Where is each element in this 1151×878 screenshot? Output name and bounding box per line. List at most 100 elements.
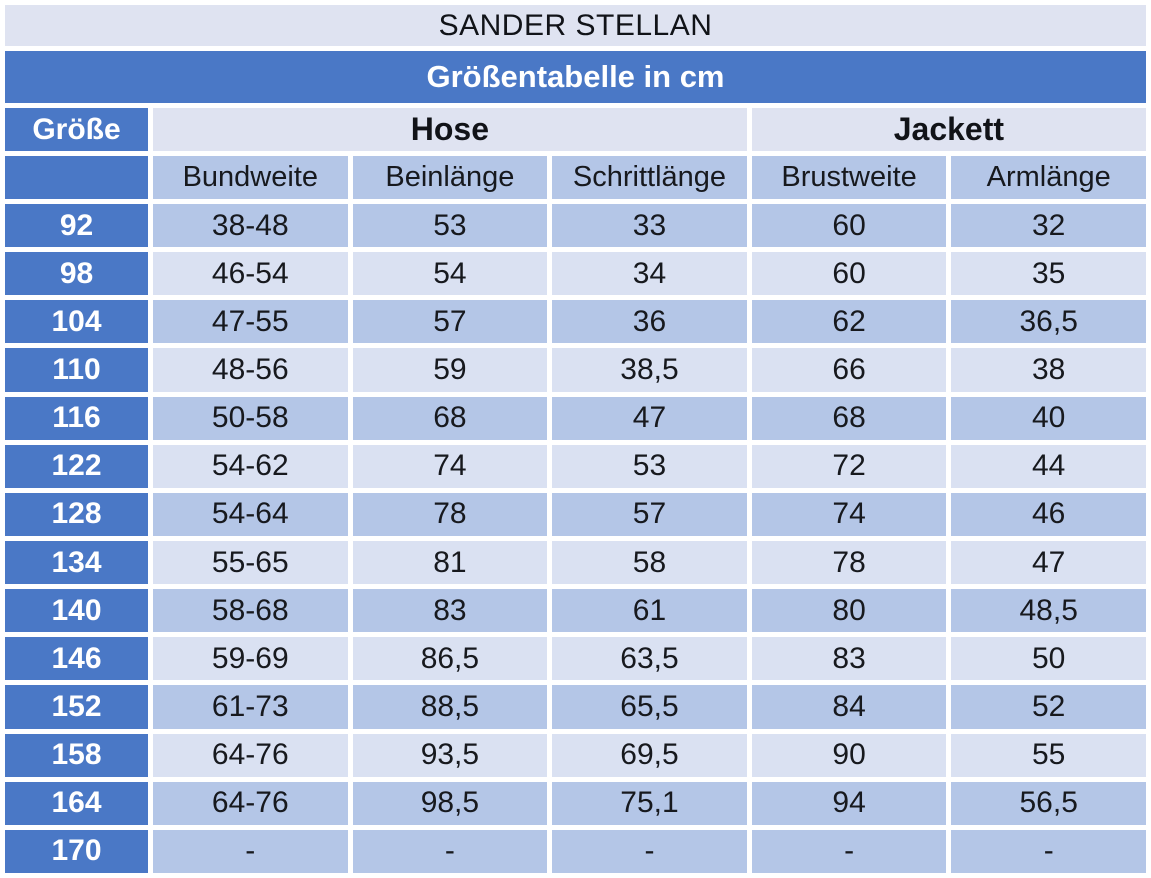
table-row: 158 64-76 93,5 69,5 90 55 [0, 728, 1151, 782]
table-row: 164 64-76 98,5 75,1 94 56,5 [0, 776, 1151, 830]
value-cell: 57 [347, 295, 553, 349]
value-cell: 38 [946, 343, 1151, 397]
value-cell: 69,5 [547, 728, 752, 782]
table-row: 170- - - - - [0, 824, 1151, 878]
value-cell: - [547, 824, 752, 878]
value-cell: 34 [547, 247, 752, 301]
value-cell: 57 [547, 487, 752, 541]
group-header-row: Größe Hose Jackett [0, 103, 1151, 156]
page-title: SANDER STELLAN [0, 0, 1151, 51]
size-cell: 146 [0, 632, 153, 686]
value-cell: 46 [946, 487, 1151, 541]
table-row: 146 59-69 86,5 63,5 83 50 [0, 632, 1151, 686]
value-cell: 36 [547, 295, 752, 349]
table-body: 92 38-48 53 33 60 32 98 46-54 54 34 60 35 104 47-55 57… [0, 198, 1151, 878]
size-cell: 98 [0, 247, 153, 301]
value-cell: 78 [746, 535, 952, 590]
size-cell: 152 [0, 680, 153, 734]
size-cell: 170 [0, 824, 153, 878]
table-row: 122 54-62 74 53 72 44 [0, 439, 1151, 493]
value-cell: 66 [746, 343, 952, 397]
column-header: Bundweite [148, 151, 353, 204]
columns-header-row: Bundweite Beinlänge Schrittlänge Brustweite… [0, 151, 1151, 204]
value-cell: 53 [547, 439, 752, 493]
value-cell: 75,1 [547, 776, 752, 830]
value-cell: 47 [946, 535, 1151, 590]
value-cell: 81 [347, 535, 553, 590]
value-cell: 63,5 [547, 632, 752, 686]
size-column-header: Größe [0, 103, 153, 156]
table-row: 104 47-55 57 36 62 36,5 [0, 295, 1151, 349]
value-cell: 86,5 [347, 632, 553, 686]
table-row: 128 54-64 78 57 74 46 [0, 487, 1151, 541]
value-cell: 83 [347, 584, 553, 638]
table-row: 140 58-68 83 61 80 48,5 [0, 584, 1151, 638]
value-cell: 54 [347, 247, 553, 301]
value-cell: 48,5 [946, 584, 1151, 638]
subtitle-row: Größentabelle in cm [0, 46, 1151, 108]
size-cell: 110 [0, 343, 153, 397]
value-cell: 84 [746, 680, 952, 734]
value-cell: 59-69 [148, 632, 353, 686]
value-cell: 53 [347, 198, 553, 253]
value-cell: - [946, 824, 1151, 878]
table-row: 134 55-65 81 58 78 47 [0, 535, 1151, 590]
size-cell: 158 [0, 728, 153, 782]
value-cell: 60 [746, 198, 952, 253]
value-cell: 38-48 [148, 198, 353, 253]
value-cell: 58 [547, 535, 752, 590]
column-header: Brustweite [746, 151, 952, 204]
size-cell: 92 [0, 198, 153, 253]
value-cell: - [347, 824, 553, 878]
table-row: 116 50-58 68 47 68 40 [0, 391, 1151, 445]
value-cell: 68 [746, 391, 952, 445]
value-cell: 74 [746, 487, 952, 541]
value-cell: 64-76 [148, 728, 353, 782]
size-cell: 134 [0, 535, 153, 590]
value-cell: 54-62 [148, 439, 353, 493]
size-cell: 128 [0, 487, 153, 541]
value-cell: - [746, 824, 952, 878]
value-cell: 40 [946, 391, 1151, 445]
column-header: Armlänge [946, 151, 1151, 204]
size-cell: 122 [0, 439, 153, 493]
value-cell: 90 [746, 728, 952, 782]
value-cell: 93,5 [347, 728, 553, 782]
value-cell: 65,5 [547, 680, 752, 734]
group-header-jackett: Jackett [746, 103, 1151, 156]
value-cell: - [148, 824, 353, 878]
table-head: SANDER STELLAN Größentabelle in cm Größe… [0, 0, 1151, 204]
value-cell: 55-65 [148, 535, 353, 590]
value-cell: 98,5 [347, 776, 553, 830]
value-cell: 68 [347, 391, 553, 445]
column-header: Beinlänge [347, 151, 553, 204]
value-cell: 47 [547, 391, 752, 445]
value-cell: 94 [746, 776, 952, 830]
value-cell: 64-76 [148, 776, 353, 830]
value-cell: 56,5 [946, 776, 1151, 830]
value-cell: 47-55 [148, 295, 353, 349]
value-cell: 50-58 [148, 391, 353, 445]
value-cell: 44 [946, 439, 1151, 493]
value-cell: 83 [746, 632, 952, 686]
value-cell: 55 [946, 728, 1151, 782]
table-row: 92 38-48 53 33 60 32 [0, 198, 1151, 253]
value-cell: 36,5 [946, 295, 1151, 349]
table-row: 152 61-73 88,5 65,5 84 52 [0, 680, 1151, 734]
value-cell: 61-73 [148, 680, 353, 734]
value-cell: 72 [746, 439, 952, 493]
size-cell: 140 [0, 584, 153, 638]
value-cell: 46-54 [148, 247, 353, 301]
value-cell: 50 [946, 632, 1151, 686]
value-cell: 54-64 [148, 487, 353, 541]
value-cell: 62 [746, 295, 952, 349]
value-cell: 59 [347, 343, 553, 397]
value-cell: 33 [547, 198, 752, 253]
value-cell: 80 [746, 584, 952, 638]
value-cell: 74 [347, 439, 553, 493]
value-cell: 61 [547, 584, 752, 638]
value-cell: 52 [946, 680, 1151, 734]
table-row: 98 46-54 54 34 60 35 [0, 247, 1151, 301]
